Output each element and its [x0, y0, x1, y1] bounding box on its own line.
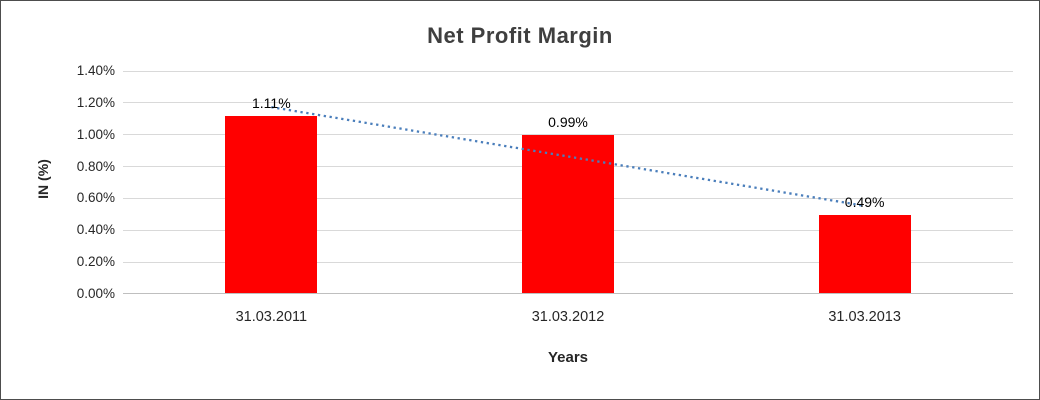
y-tick-label: 1.40% [76, 63, 115, 78]
gridline [123, 70, 1013, 72]
plot-area [123, 70, 1013, 294]
data-label: 0.99% [548, 114, 588, 131]
gridline [123, 102, 1013, 104]
x-tick-label: 31.03.2011 [235, 309, 308, 325]
bar-31.03.2011 [225, 116, 318, 293]
y-tick-label: 1.20% [76, 94, 115, 110]
y-tick-label: 0.00% [76, 286, 115, 301]
chart-title: Net Profit Margin [427, 23, 613, 48]
data-label: 1.11% [251, 95, 291, 112]
y-tick-label: 0.60% [76, 190, 115, 206]
data-label: 0.49% [844, 193, 885, 210]
y-tick-label: 0.80% [76, 158, 115, 174]
bar-31.03.2012 [522, 135, 614, 293]
bar-31.03.2013 [818, 214, 911, 293]
x-tick-label: 31.03.2013 [828, 309, 901, 325]
x-axis-title: Years [547, 349, 589, 366]
y-tick-label: 0.20% [76, 254, 115, 270]
y-tick-label: 0.40% [76, 222, 115, 238]
x-tick-label: 31.03.2012 [531, 309, 605, 325]
y-tick-label: 1.00% [76, 126, 115, 142]
